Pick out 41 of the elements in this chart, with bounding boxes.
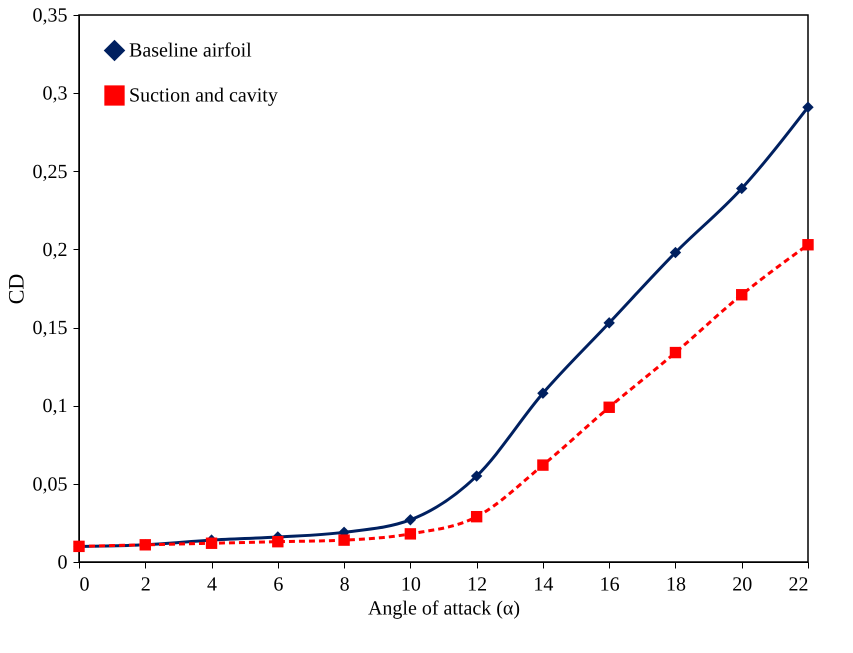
x-tick-label: 16 (600, 574, 620, 596)
y-tick-label: 0,25 (32, 160, 68, 183)
y-tick-label: 0,1 (42, 395, 68, 418)
point (802, 239, 814, 250)
point (670, 346, 682, 358)
y-tick-label: 0,15 (32, 317, 68, 340)
legend-label: Suction and cavity (129, 84, 278, 106)
point (404, 514, 416, 526)
x-tick-label: 4 (207, 574, 218, 596)
point (338, 534, 350, 546)
legend-label: Baseline airfoil (129, 40, 252, 62)
y-tick-label: 0,35 (32, 4, 68, 26)
point (272, 536, 284, 548)
point (470, 510, 482, 522)
point (736, 289, 748, 300)
x-axis-title: Angle of attack (α) (368, 598, 520, 620)
point (802, 102, 814, 113)
x-tick-label: 12 (467, 574, 488, 596)
x-tick-label: 18 (666, 574, 686, 596)
point (537, 388, 549, 399)
x-tick-label: 20 (732, 574, 752, 596)
x-tick-label: 14 (533, 574, 554, 596)
y-tick-label: 0 (58, 552, 68, 574)
y-axis-title: CD (4, 274, 28, 304)
point (206, 538, 218, 549)
x-tick-label: 22 (788, 574, 808, 596)
x-tick-label: 8 (340, 574, 350, 596)
y-tick-label: 0,05 (32, 473, 68, 496)
x-tick-label: 6 (273, 574, 284, 596)
x-tick-label: 0 (80, 574, 90, 596)
x-tick-label: 2 (140, 574, 151, 596)
point (603, 317, 615, 329)
y-tick-label: 0,3 (42, 82, 68, 105)
point (603, 402, 615, 413)
point (736, 182, 748, 194)
point (537, 459, 549, 471)
point (670, 246, 682, 258)
y-tick-label: 0,2 (42, 238, 68, 261)
x-tick-label: 10 (400, 574, 421, 596)
point (470, 470, 482, 482)
point (404, 528, 416, 540)
